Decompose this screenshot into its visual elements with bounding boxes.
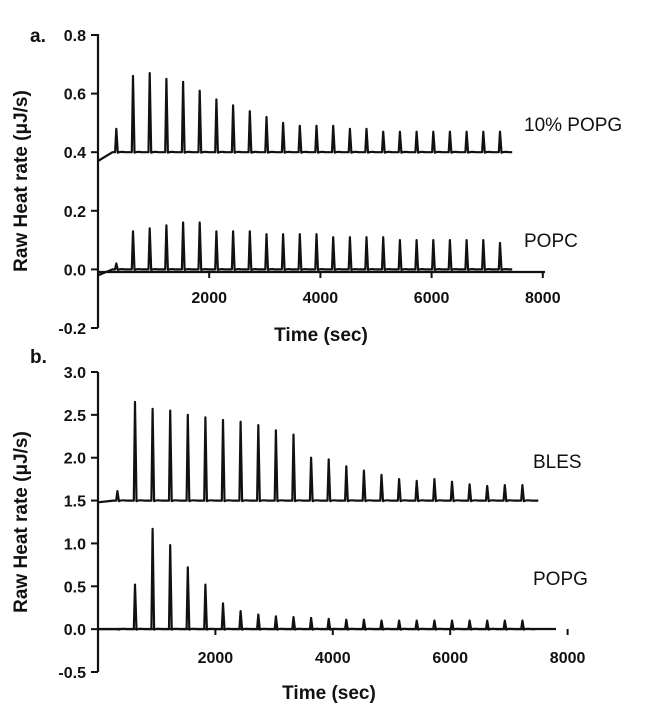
x-tick-label: 6000 [432, 650, 468, 667]
panel-a-x-ticks: 2000 4000 6000 8000 [191, 272, 561, 307]
y-tick-label: 0.5 [64, 579, 86, 596]
panel-b-traces [97, 400, 539, 631]
panel-b-x-ticks: 2000 4000 6000 8000 [198, 629, 586, 667]
y-tick-label: -0.5 [58, 665, 86, 682]
x-tick-label: 6000 [414, 290, 450, 307]
x-tick-label: 2000 [191, 290, 227, 307]
y-tick-label: 0.4 [64, 145, 86, 162]
y-tick-label: 2.0 [64, 451, 86, 468]
y-tick-label: 1.0 [64, 536, 86, 553]
panel-a-traces [97, 72, 513, 277]
series-label-bles: BLES [533, 452, 582, 473]
x-tick-label: 8000 [525, 290, 561, 307]
trace-bles [97, 400, 539, 504]
panel-a-y-axis-title: Raw Heat rate (μJ/s) [11, 90, 32, 272]
y-tick-label: 0.2 [64, 204, 86, 221]
y-tick-label: 0.8 [64, 28, 86, 45]
panel-b-label: b. [30, 347, 47, 368]
y-tick-label: 0.0 [64, 622, 86, 639]
panel-a: a. -0.20.00.20.40.60.8 2000 4000 6000 8000 … [11, 26, 622, 346]
series-label-popg: POPG [533, 569, 588, 590]
x-tick-label: 8000 [550, 650, 586, 667]
panel-a-x-axis-title: Time (sec) [274, 325, 368, 346]
trace-popg [98, 527, 536, 631]
y-tick-label: 3.0 [64, 365, 86, 382]
y-tick-label: 1.5 [64, 494, 86, 511]
x-tick-label: 4000 [315, 650, 351, 667]
x-tick-label: 2000 [198, 650, 234, 667]
panel-a-y-ticks: -0.2 0.0 0.2 0.4 0.6 0.8 [58, 28, 98, 338]
panel-b-y-ticks: -0.5 0.0 0.5 1.0 1.5 2.0 2.5 3.0 [58, 365, 98, 682]
panel-b: b. -0.5 0.0 0.5 1.0 1.5 2.0 2.5 3.0 2000 4000 600… [11, 347, 588, 704]
panel-b-x-axis-title: Time (sec) [282, 683, 376, 704]
y-tick-label: -0.2 [58, 321, 86, 338]
trace-popc [97, 221, 513, 277]
y-tick-label: 2.5 [64, 408, 86, 425]
y-tick-label: 0.0 [64, 262, 86, 279]
x-tick-label: 4000 [303, 290, 339, 307]
panel-a-label: a. [30, 26, 46, 47]
series-label-popc: POPC [524, 231, 578, 252]
panel-b-y-axis-title: Raw Heat rate (μJ/s) [11, 431, 32, 613]
series-label-10pct-popg: 10% POPG [524, 115, 622, 136]
y-tick-label: 0.6 [64, 87, 86, 104]
trace-10pct-popg [97, 72, 513, 162]
